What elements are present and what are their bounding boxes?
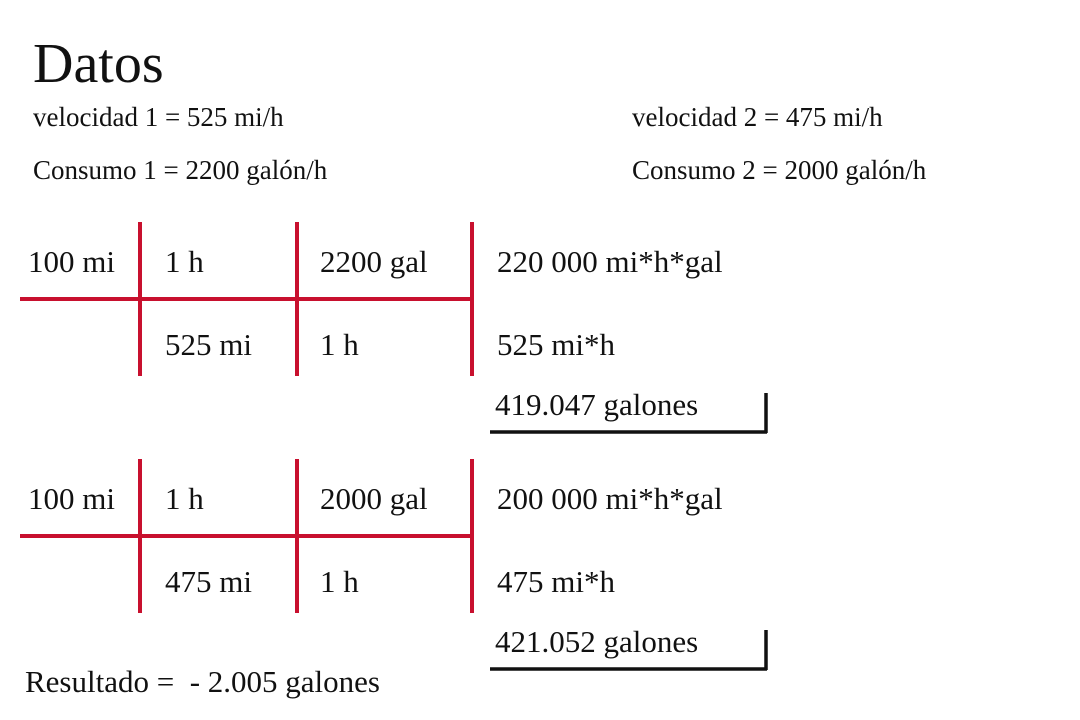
denominator: 1 h xyxy=(320,564,359,599)
numerator: 220 000 mi*h*gal xyxy=(497,244,723,279)
title: Datos xyxy=(33,33,164,95)
denominator: 525 mi xyxy=(165,327,252,362)
result: 421.052 galones xyxy=(495,624,698,659)
final-result: Resultado = - 2.005 galones xyxy=(25,664,380,699)
numerator: 100 mi xyxy=(28,244,115,279)
data-line: velocidad 2 = 475 mi/h xyxy=(632,102,883,132)
calculations: 100 mi 1 h 2200 gal 220 000 mi*h*gal 525 mi 1… xyxy=(20,222,768,671)
data-line: Consumo 2 = 2000 galón/h xyxy=(632,155,927,185)
data-line: velocidad 1 = 525 mi/h xyxy=(33,102,284,132)
denominator: 475 mi*h xyxy=(497,564,615,599)
denominator: 1 h xyxy=(320,327,359,362)
numerator: 1 h xyxy=(165,244,204,279)
numerator: 200 000 mi*h*gal xyxy=(497,481,723,516)
numerator: 100 mi xyxy=(28,481,115,516)
numerator: 2200 gal xyxy=(320,244,428,279)
numerator: 2000 gal xyxy=(320,481,428,516)
numerator: 1 h xyxy=(165,481,204,516)
denominator: 525 mi*h xyxy=(497,327,615,362)
denominator: 475 mi xyxy=(165,564,252,599)
result: 419.047 galones xyxy=(495,387,698,422)
data-line: Consumo 1 = 2200 galón/h xyxy=(33,155,328,185)
